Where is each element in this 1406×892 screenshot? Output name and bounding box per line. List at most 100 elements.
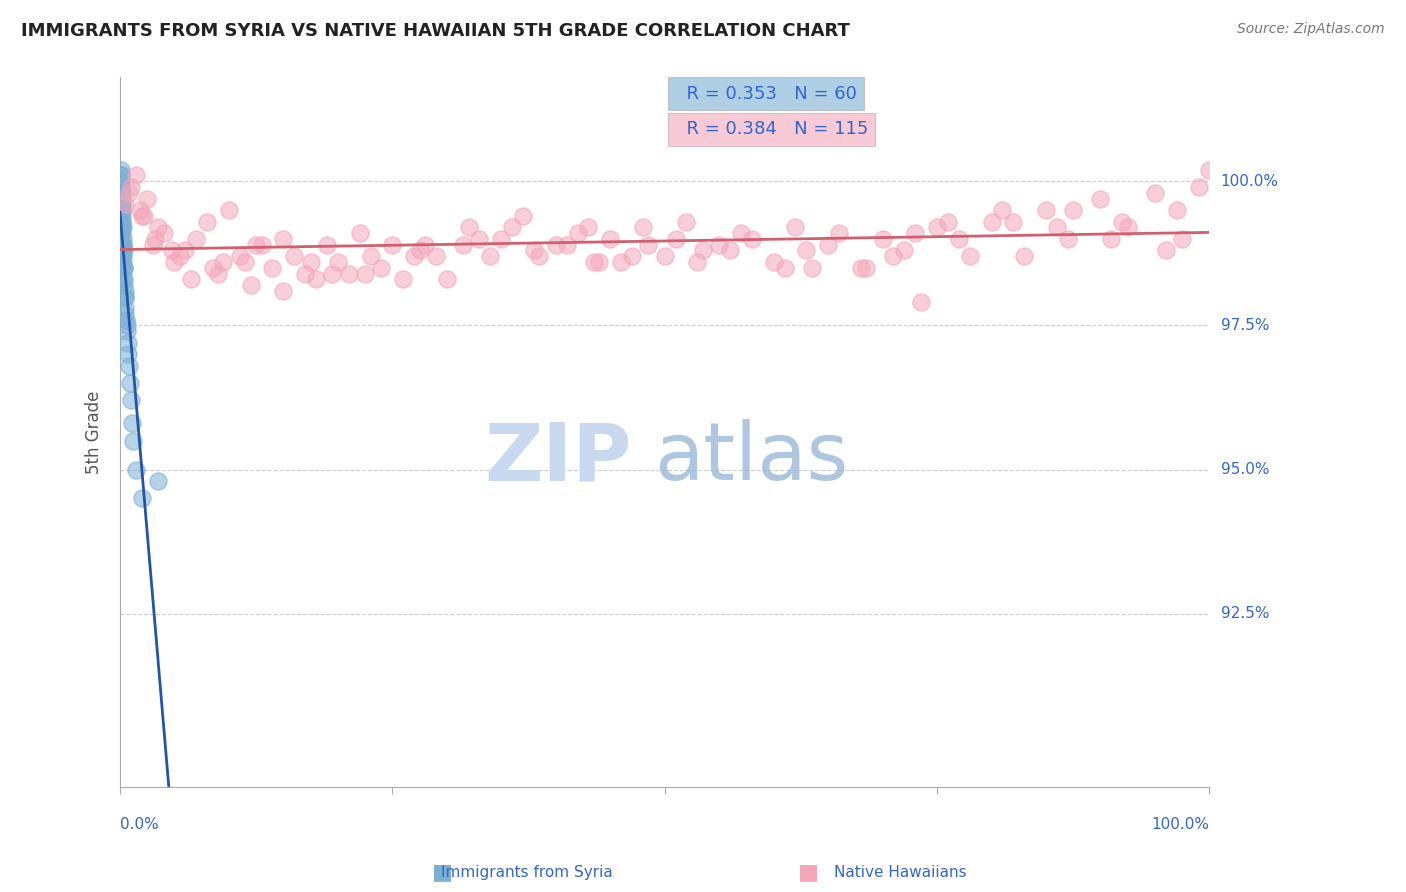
Point bbox=[233, 255, 256, 269]
Point bbox=[326, 255, 349, 269]
Point bbox=[111, 237, 134, 252]
Point bbox=[1198, 162, 1220, 177]
Point bbox=[245, 237, 267, 252]
Point bbox=[321, 267, 343, 281]
Point bbox=[718, 244, 741, 258]
Y-axis label: 5th Grade: 5th Grade bbox=[86, 391, 103, 474]
Point bbox=[413, 237, 436, 252]
Point bbox=[111, 220, 134, 235]
Point bbox=[239, 278, 262, 293]
Point bbox=[110, 226, 132, 240]
Point bbox=[111, 209, 134, 223]
Point bbox=[360, 249, 382, 263]
Point bbox=[675, 214, 697, 228]
Point bbox=[110, 186, 132, 200]
Text: R = 0.353   N = 60: R = 0.353 N = 60 bbox=[675, 85, 856, 103]
Point bbox=[163, 255, 186, 269]
Point bbox=[111, 260, 134, 275]
Point bbox=[664, 232, 686, 246]
Point bbox=[404, 249, 426, 263]
Point bbox=[599, 232, 621, 246]
Point bbox=[122, 434, 145, 448]
Point bbox=[110, 192, 132, 206]
Point bbox=[1099, 232, 1122, 246]
Point bbox=[136, 192, 159, 206]
Point bbox=[111, 237, 134, 252]
Point bbox=[114, 301, 136, 315]
Point bbox=[544, 237, 567, 252]
Point bbox=[125, 462, 148, 476]
Point bbox=[110, 203, 132, 218]
Point bbox=[817, 237, 839, 252]
Point bbox=[273, 232, 295, 246]
Point bbox=[111, 203, 134, 218]
Point bbox=[1154, 244, 1177, 258]
Point bbox=[370, 260, 392, 275]
Point bbox=[142, 237, 165, 252]
Point bbox=[872, 232, 894, 246]
Point bbox=[262, 260, 284, 275]
Point bbox=[1046, 220, 1069, 235]
Point bbox=[195, 214, 218, 228]
Point bbox=[186, 232, 208, 246]
Point bbox=[283, 249, 305, 263]
Point bbox=[110, 169, 132, 183]
Point bbox=[1090, 192, 1112, 206]
Point bbox=[110, 214, 132, 228]
Point bbox=[349, 226, 371, 240]
Point bbox=[1166, 203, 1188, 218]
Point bbox=[143, 232, 166, 246]
Text: Source: ZipAtlas.com: Source: ZipAtlas.com bbox=[1237, 22, 1385, 37]
Point bbox=[110, 169, 132, 183]
Point bbox=[229, 249, 252, 263]
Point bbox=[849, 260, 872, 275]
Point bbox=[146, 220, 169, 235]
Point bbox=[112, 272, 135, 286]
Point bbox=[1062, 203, 1084, 218]
Point bbox=[991, 203, 1014, 218]
Point bbox=[408, 244, 430, 258]
Point bbox=[1143, 186, 1166, 200]
Point bbox=[567, 226, 589, 240]
Point bbox=[110, 186, 132, 200]
Point bbox=[762, 255, 785, 269]
Point bbox=[479, 249, 502, 263]
Point bbox=[169, 249, 191, 263]
Point bbox=[118, 359, 141, 373]
Point bbox=[1012, 249, 1035, 263]
Point bbox=[1035, 203, 1057, 218]
Point bbox=[212, 255, 235, 269]
Point bbox=[882, 249, 904, 263]
Point bbox=[117, 347, 139, 361]
Point bbox=[112, 260, 135, 275]
Point bbox=[529, 249, 551, 263]
Point bbox=[610, 255, 633, 269]
Point bbox=[111, 220, 134, 235]
Point bbox=[131, 491, 153, 506]
Point bbox=[207, 267, 229, 281]
Text: ZIP: ZIP bbox=[485, 419, 633, 497]
Point bbox=[959, 249, 981, 263]
Point bbox=[111, 232, 134, 246]
Point bbox=[555, 237, 578, 252]
Text: ■: ■ bbox=[799, 863, 818, 882]
Point bbox=[588, 255, 610, 269]
Text: R = 0.384   N = 115: R = 0.384 N = 115 bbox=[675, 120, 869, 138]
Point bbox=[201, 260, 224, 275]
Point bbox=[578, 220, 600, 235]
Point bbox=[637, 237, 659, 252]
Point bbox=[468, 232, 491, 246]
Point bbox=[112, 260, 135, 275]
Point bbox=[110, 203, 132, 218]
Point bbox=[294, 267, 316, 281]
Point bbox=[128, 203, 150, 218]
Point bbox=[828, 226, 851, 240]
Point bbox=[1056, 232, 1078, 246]
Point bbox=[111, 244, 134, 258]
Point bbox=[110, 197, 132, 211]
Point bbox=[110, 162, 132, 177]
Text: 100.0%: 100.0% bbox=[1152, 817, 1209, 832]
Text: IMMIGRANTS FROM SYRIA VS NATIVE HAWAIIAN 5TH GRADE CORRELATION CHART: IMMIGRANTS FROM SYRIA VS NATIVE HAWAIIAN… bbox=[21, 22, 851, 40]
Point bbox=[146, 474, 169, 488]
Point bbox=[112, 278, 135, 293]
